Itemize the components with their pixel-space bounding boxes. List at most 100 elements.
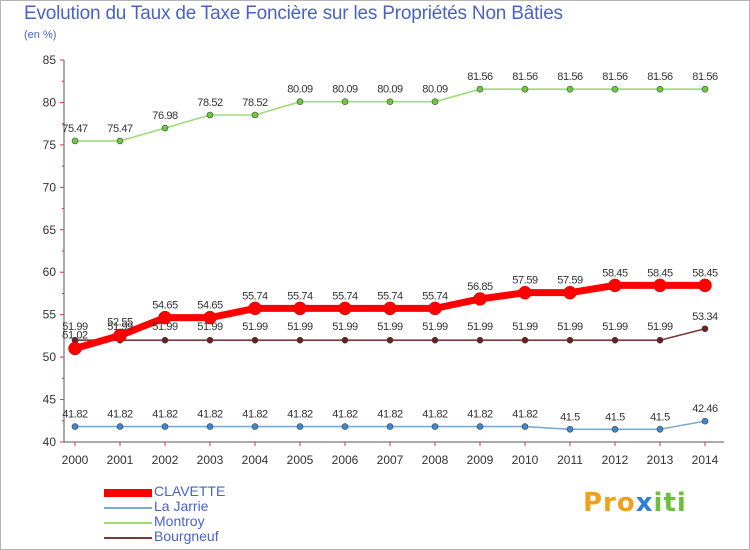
y-tick-label: 75 xyxy=(43,138,57,152)
x-tick-label: 2000 xyxy=(62,453,89,467)
data-point-clavette xyxy=(608,278,622,293)
legend-swatch-la-jarrie xyxy=(104,507,152,509)
data-label-bourgneuf: 53.34 xyxy=(692,311,718,323)
data-label-la-jarrie: 41.82 xyxy=(422,409,448,421)
data-point-bourgneuf xyxy=(386,336,394,344)
data-label-clavette: 58.45 xyxy=(692,267,718,279)
legend-item-bourgneuf[interactable]: Bourgneuf xyxy=(104,528,304,545)
data-point-montroy xyxy=(251,111,259,119)
data-label-la-jarrie: 41.82 xyxy=(467,409,493,421)
y-tick-label: 45 xyxy=(43,393,57,407)
data-label-bourgneuf: 51.99 xyxy=(647,321,673,333)
data-label-montroy: 81.56 xyxy=(692,71,718,83)
data-point-bourgneuf xyxy=(206,336,214,344)
data-point-montroy xyxy=(71,137,79,145)
data-point-montroy xyxy=(701,85,709,93)
data-point-montroy xyxy=(161,124,169,132)
data-point-la-jarrie xyxy=(386,423,394,430)
y-tick-label: 40 xyxy=(43,435,57,449)
data-label-clavette: 55.74 xyxy=(377,290,403,302)
data-point-la-jarrie xyxy=(566,425,574,433)
data-label-clavette: 55.74 xyxy=(422,290,448,302)
data-label-la-jarrie: 41.5 xyxy=(650,411,670,423)
data-label-bourgneuf: 51.99 xyxy=(377,321,403,333)
data-point-clavette xyxy=(428,301,442,316)
data-label-montroy: 81.56 xyxy=(602,71,628,83)
data-label-bourgneuf: 51.99 xyxy=(557,321,583,333)
chart-title: Evolution du Taux de Taxe Foncière sur l… xyxy=(24,3,563,24)
legend-label-clavette: CLAVETTE xyxy=(154,483,226,499)
data-label-clavette: 55.74 xyxy=(242,290,268,302)
data-point-montroy xyxy=(476,85,484,93)
x-tick-label: 2004 xyxy=(242,453,269,467)
proxiti-logo: Proxiti xyxy=(583,488,687,518)
y-axis-unit-label: (en %) xyxy=(24,29,57,41)
data-label-bourgneuf: 51.99 xyxy=(332,321,358,333)
data-point-bourgneuf xyxy=(476,336,484,344)
x-tick-label: 2001 xyxy=(107,453,134,467)
legend-label-bourgneuf: Bourgneuf xyxy=(154,528,219,544)
y-tick-label: 85 xyxy=(43,53,57,67)
data-label-montroy: 81.56 xyxy=(557,71,583,83)
legend-item-clavette[interactable]: CLAVETTE xyxy=(104,483,304,500)
data-point-bourgneuf xyxy=(251,336,259,344)
x-tick-label: 2014 xyxy=(692,453,719,467)
data-label-montroy: 75.47 xyxy=(62,123,88,135)
legend-item-montroy[interactable]: Montroy xyxy=(104,514,304,530)
x-tick-label: 2010 xyxy=(512,453,539,467)
data-point-montroy xyxy=(341,98,349,105)
data-point-clavette xyxy=(473,292,487,306)
data-point-bourgneuf xyxy=(611,336,619,344)
data-point-clavette xyxy=(293,301,307,316)
legend-item-la-jarrie[interactable]: La Jarrie xyxy=(104,498,304,515)
data-label-la-jarrie: 41.82 xyxy=(152,409,178,421)
data-point-la-jarrie xyxy=(701,417,709,425)
data-point-la-jarrie xyxy=(296,423,304,430)
data-label-la-jarrie: 41.5 xyxy=(605,411,625,423)
x-tick-label: 2008 xyxy=(422,453,449,467)
x-tick-label: 2012 xyxy=(602,453,629,467)
data-label-clavette: 51.02 xyxy=(62,329,88,341)
data-point-clavette xyxy=(248,301,262,316)
legend: CLAVETTE La Jarrie Montroy Bourgneuf xyxy=(104,483,304,545)
legend-label-la-jarrie: La Jarrie xyxy=(154,498,209,514)
data-point-bourgneuf xyxy=(296,336,304,344)
data-point-montroy xyxy=(386,98,394,105)
x-tick-label: 2005 xyxy=(287,453,314,467)
data-label-bourgneuf: 51.99 xyxy=(287,321,313,333)
data-point-bourgneuf xyxy=(521,336,529,344)
data-label-clavette: 58.45 xyxy=(647,267,673,279)
data-label-bourgneuf: 51.99 xyxy=(467,321,493,333)
data-label-bourgneuf: 51.99 xyxy=(242,321,268,333)
y-tick-label: 55 xyxy=(43,308,57,322)
data-label-clavette: 54.65 xyxy=(197,300,223,312)
data-label-montroy: 81.56 xyxy=(647,71,673,83)
data-label-la-jarrie: 41.82 xyxy=(287,409,313,421)
data-point-la-jarrie xyxy=(611,425,619,433)
data-label-clavette: 56.85 xyxy=(467,281,493,293)
data-label-montroy: 76.98 xyxy=(152,110,178,122)
data-label-clavette: 54.65 xyxy=(152,300,178,312)
data-label-clavette: 58.45 xyxy=(602,267,628,279)
data-point-bourgneuf xyxy=(566,336,574,344)
legend-swatch-montroy xyxy=(104,522,152,524)
data-label-bourgneuf: 51.99 xyxy=(107,321,133,333)
data-point-la-jarrie xyxy=(251,423,259,430)
data-point-clavette xyxy=(338,301,352,316)
data-point-montroy xyxy=(206,111,214,119)
data-point-bourgneuf xyxy=(656,336,664,344)
x-tick-label: 2011 xyxy=(557,453,583,467)
data-point-bourgneuf xyxy=(161,336,169,344)
data-label-clavette: 52.55 xyxy=(107,316,133,328)
data-label-la-jarrie: 41.82 xyxy=(62,409,88,421)
data-label-bourgneuf: 51.99 xyxy=(62,321,88,333)
x-tick-label: 2007 xyxy=(377,453,404,467)
x-tick-label: 2002 xyxy=(152,453,179,467)
data-label-bourgneuf: 51.99 xyxy=(422,321,448,333)
data-label-la-jarrie: 41.82 xyxy=(377,409,403,421)
data-point-la-jarrie xyxy=(476,423,484,430)
y-tick-label: 50 xyxy=(43,350,57,364)
data-point-la-jarrie xyxy=(431,423,439,430)
data-label-bourgneuf: 51.99 xyxy=(602,321,628,333)
